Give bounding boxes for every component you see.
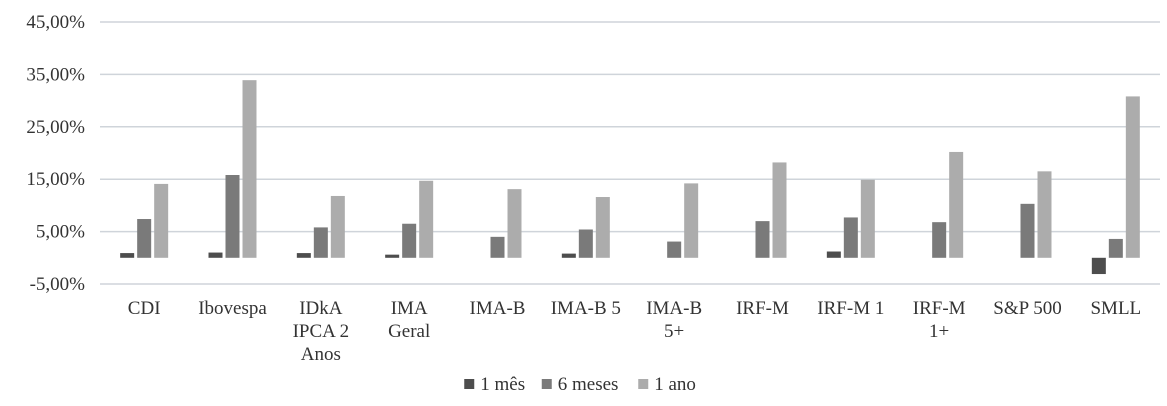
legend-swatch — [638, 379, 649, 389]
x-tick-label: Ibovespa — [198, 298, 267, 319]
x-tick-label: IMA-B — [646, 298, 702, 319]
legend-label: 1 mês — [480, 374, 525, 395]
bar — [843, 217, 858, 258]
x-tick-label: 5+ — [664, 321, 684, 342]
legend-label: 6 meses — [558, 374, 619, 395]
y-tick-label: 45,00% — [26, 12, 85, 33]
y-tick-label: 25,00% — [26, 117, 85, 138]
x-tick-label: IRF-M — [913, 298, 966, 319]
bar — [507, 189, 522, 258]
bar — [667, 241, 682, 258]
bar — [932, 222, 947, 258]
x-tick-label: CDI — [128, 298, 161, 319]
bar — [385, 254, 400, 258]
x-tick-label: S&P 500 — [993, 298, 1061, 319]
x-tick-label: IRF-M 1 — [817, 298, 884, 319]
bar — [402, 223, 417, 258]
bar — [330, 195, 345, 258]
bar — [137, 219, 152, 258]
y-tick-label: 5,00% — [36, 222, 85, 243]
bar — [1020, 203, 1035, 258]
x-tick-label: IRF-M — [736, 298, 789, 319]
bar — [242, 80, 257, 258]
bar — [755, 221, 770, 258]
x-tick-label: SMLL — [1090, 298, 1141, 319]
x-tick-label: IMA — [391, 298, 428, 319]
bar — [120, 253, 135, 258]
bar — [949, 151, 964, 258]
bar — [225, 175, 240, 258]
bar — [1108, 238, 1123, 258]
x-tick-label: IMA-B 5 — [551, 298, 621, 319]
y-tick-label: 35,00% — [26, 64, 85, 85]
legend-label: 1 ano — [654, 374, 696, 395]
bar — [826, 251, 841, 258]
bar — [1091, 257, 1106, 275]
bar — [419, 180, 434, 258]
bar — [684, 183, 699, 258]
bar — [561, 253, 576, 258]
x-tick-label: IPCA 2 — [293, 321, 350, 342]
x-tick-label: 1+ — [929, 321, 949, 342]
x-tick-label: IDkA — [299, 298, 343, 319]
x-tick-label: Geral — [388, 321, 430, 342]
x-tick-label: IMA-B — [470, 298, 526, 319]
y-tick-label: 15,00% — [26, 169, 85, 190]
legend-swatch — [541, 379, 552, 389]
y-tick-label: -5,00% — [30, 274, 86, 295]
bar — [154, 183, 169, 258]
bar — [772, 162, 787, 258]
legend-swatch — [464, 379, 475, 389]
bar — [860, 179, 875, 258]
bar — [578, 229, 593, 258]
bar — [595, 197, 610, 258]
bar — [1037, 171, 1052, 258]
bar — [313, 227, 328, 258]
x-tick-label: Anos — [301, 344, 341, 365]
bar — [1125, 96, 1140, 258]
bar — [296, 253, 311, 258]
bar — [208, 252, 223, 258]
bar — [490, 236, 505, 258]
